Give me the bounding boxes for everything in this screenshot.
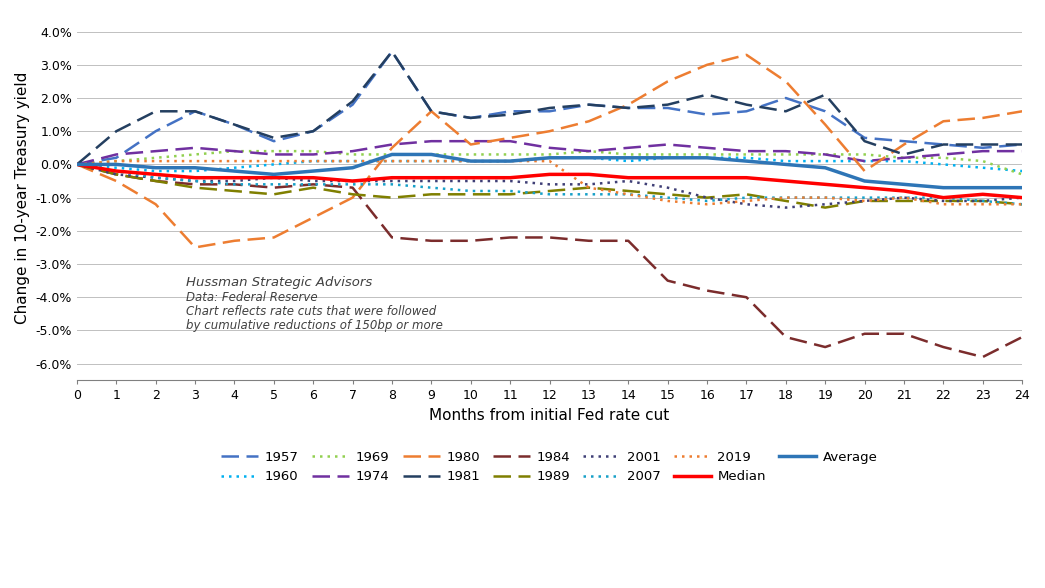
Text: by cumulative reductions of 150bp or more: by cumulative reductions of 150bp or mor…	[186, 319, 442, 332]
Legend: 1957, 1960, 1969, 1974, 1980, 1981, 1984, 1989, 2001, 2007, 2019, Median, Averag: 1957, 1960, 1969, 1974, 1980, 1981, 1984…	[216, 445, 883, 489]
Text: Data: Federal Reserve: Data: Federal Reserve	[186, 290, 318, 304]
X-axis label: Months from initial Fed rate cut: Months from initial Fed rate cut	[429, 408, 670, 423]
Text: Hussman Strategic Advisors: Hussman Strategic Advisors	[186, 276, 372, 289]
Y-axis label: Change in 10-year Treasury yield: Change in 10-year Treasury yield	[15, 71, 30, 324]
Text: Chart reflects rate cuts that were followed: Chart reflects rate cuts that were follo…	[186, 305, 436, 318]
